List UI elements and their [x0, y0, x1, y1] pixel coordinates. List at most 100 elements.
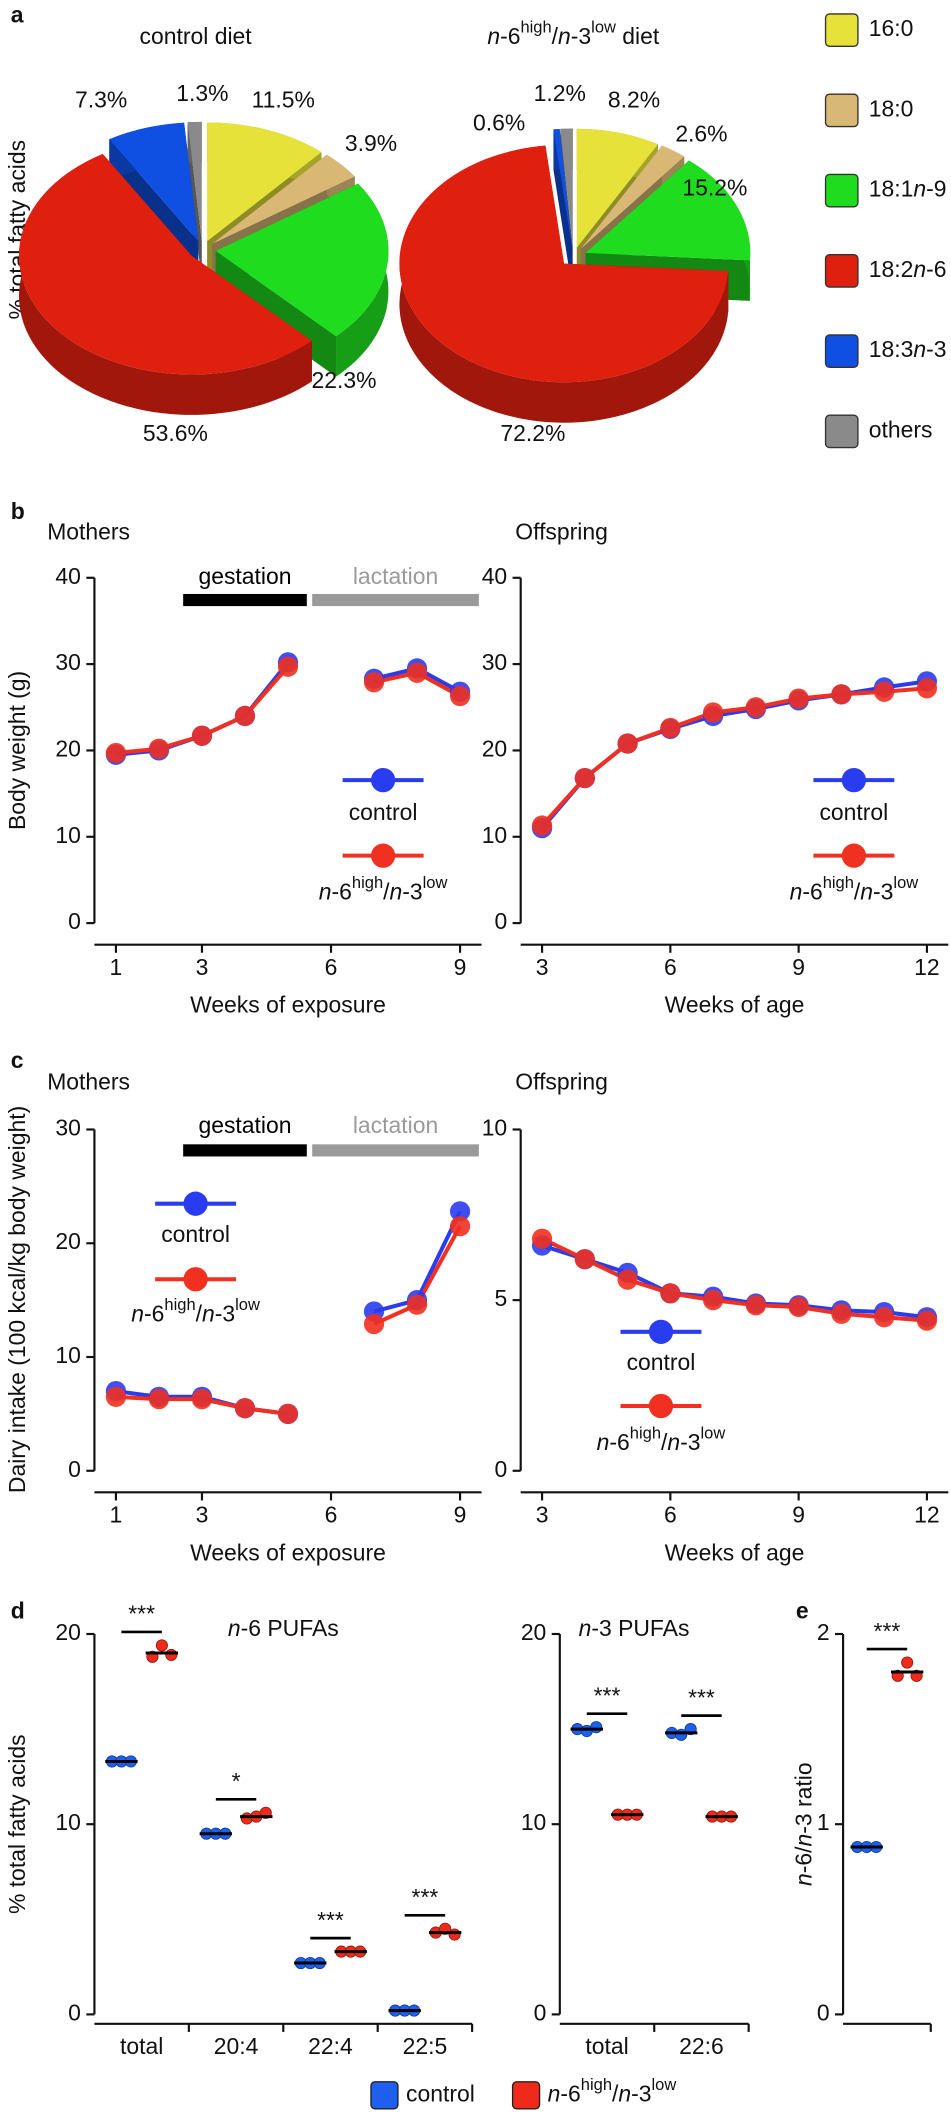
- x-tick-label: 22:5: [403, 2033, 448, 2059]
- chart-title: n-3 PUFAs: [579, 1615, 690, 1641]
- y-tick-label: 10: [55, 1809, 81, 1835]
- data-point: [916, 1310, 938, 1331]
- legend-swatch: [511, 2081, 541, 2110]
- period-bar: [183, 1144, 307, 1157]
- y-tick-label: 10: [521, 1809, 547, 1835]
- y-tick-label: 20: [55, 1619, 81, 1645]
- x-tick-label: 22:6: [679, 2033, 724, 2059]
- y-tick-label: 0: [817, 1999, 830, 2025]
- legend-label: n-6high/n-3low: [319, 874, 448, 904]
- data-point: [448, 1928, 461, 1941]
- pie-slice-top: [212, 154, 355, 244]
- y-tick-label: 0: [494, 908, 507, 934]
- y-tick-label: 2: [817, 1619, 830, 1645]
- legend-swatch: [824, 13, 859, 47]
- chart-title: Offspring: [515, 518, 608, 544]
- y-tick-label: 40: [482, 563, 508, 589]
- pie-slice-top: [580, 145, 685, 249]
- data-point: [406, 1294, 428, 1315]
- significance-label: ***: [128, 1601, 155, 1627]
- panel-letter: c: [11, 1047, 24, 1073]
- legend-label: n-6high/n-3low: [790, 874, 919, 904]
- chart-title: Mothers: [47, 518, 130, 544]
- data-point: [788, 1296, 809, 1318]
- period-bar: [183, 593, 307, 607]
- data-point: [155, 1639, 168, 1652]
- data-point: [363, 672, 385, 693]
- data-point: [449, 1216, 471, 1237]
- data-point: [788, 688, 809, 709]
- data-point: [531, 815, 553, 836]
- x-tick-label: 12: [914, 1502, 940, 1528]
- legend-swatch: [370, 2081, 399, 2110]
- panel-letter: d: [11, 1597, 25, 1623]
- data-point: [191, 725, 213, 746]
- y-tick-label: 0: [494, 1456, 507, 1482]
- y-tick-label: 20: [521, 1619, 547, 1645]
- y-axis-label: Body weight (g): [4, 671, 30, 830]
- significance-label: ***: [688, 1684, 715, 1710]
- x-tick-label: 12: [914, 954, 940, 980]
- y-tick-label: 1: [817, 1809, 830, 1835]
- significance-label: ***: [594, 1683, 621, 1709]
- x-tick-label: total: [585, 2033, 628, 2059]
- period-bar: [312, 1144, 479, 1157]
- pie-title: control diet: [140, 23, 253, 49]
- pie-value-label: 3.9%: [345, 130, 397, 156]
- x-tick-label: 1: [110, 1502, 123, 1528]
- pie-value-label: 15.2%: [682, 174, 747, 200]
- pie-value-label: 7.3%: [75, 87, 127, 113]
- legend-label: 16:0: [869, 15, 914, 41]
- legend-swatch: [824, 414, 859, 449]
- pie-value-label: 2.6%: [675, 120, 727, 146]
- period-label: lactation: [353, 1112, 438, 1138]
- x-tick-label: 6: [664, 1502, 677, 1528]
- pie-slice: [18, 153, 312, 415]
- data-point: [831, 1303, 852, 1324]
- significance-label: ***: [412, 1884, 439, 1910]
- data-point: [406, 662, 428, 683]
- y-axis-label: % total fatty acids: [4, 1734, 30, 1914]
- y-tick-label: 20: [55, 1228, 81, 1254]
- legend-swatch: [824, 334, 859, 369]
- pie-value-label: 0.6%: [473, 110, 525, 136]
- y-tick-label: 20: [55, 736, 81, 762]
- data-point: [874, 1307, 895, 1328]
- pie-value-label: 53.6%: [143, 420, 208, 446]
- x-tick-label: 6: [664, 954, 677, 980]
- period-label: gestation: [198, 563, 291, 589]
- data-point: [277, 1403, 299, 1425]
- series-line: [115, 665, 462, 756]
- y-tick-label: 0: [68, 1456, 81, 1482]
- data-point: [234, 705, 256, 727]
- significance-label: ***: [317, 1907, 344, 1933]
- data-point: [745, 697, 766, 718]
- legend-label: n-6high/n-3low: [597, 1425, 726, 1455]
- data-point: [449, 685, 471, 707]
- data-point: [916, 678, 938, 699]
- legend-marker: [183, 1191, 208, 1216]
- legend-label: control: [627, 1349, 696, 1375]
- chart-title: n-6 PUFAs: [228, 1615, 339, 1641]
- pie-slice-top: [18, 153, 312, 375]
- pie-slice-top: [207, 122, 322, 242]
- data-point: [617, 1269, 638, 1290]
- data-point: [234, 1398, 256, 1419]
- data-point: [363, 1313, 385, 1335]
- period-bar: [312, 593, 479, 607]
- data-point: [745, 1295, 766, 1316]
- legend-marker: [648, 1393, 674, 1419]
- data-point: [574, 767, 595, 789]
- legend-label: 18:3n-3: [869, 336, 947, 362]
- x-axis-label: Weeks of age: [665, 1539, 805, 1565]
- series-line: [541, 1236, 928, 1323]
- chart-title: Mothers: [47, 1069, 130, 1095]
- pie-slice-side: [18, 153, 312, 415]
- x-tick-label: 3: [196, 954, 209, 980]
- data-point: [590, 1721, 603, 1734]
- x-tick-label: 3: [536, 954, 549, 980]
- period-label: lactation: [353, 563, 438, 589]
- y-tick-label: 0: [534, 1999, 547, 2025]
- x-tick-label: 9: [454, 1502, 467, 1528]
- legend-label: control: [819, 799, 888, 825]
